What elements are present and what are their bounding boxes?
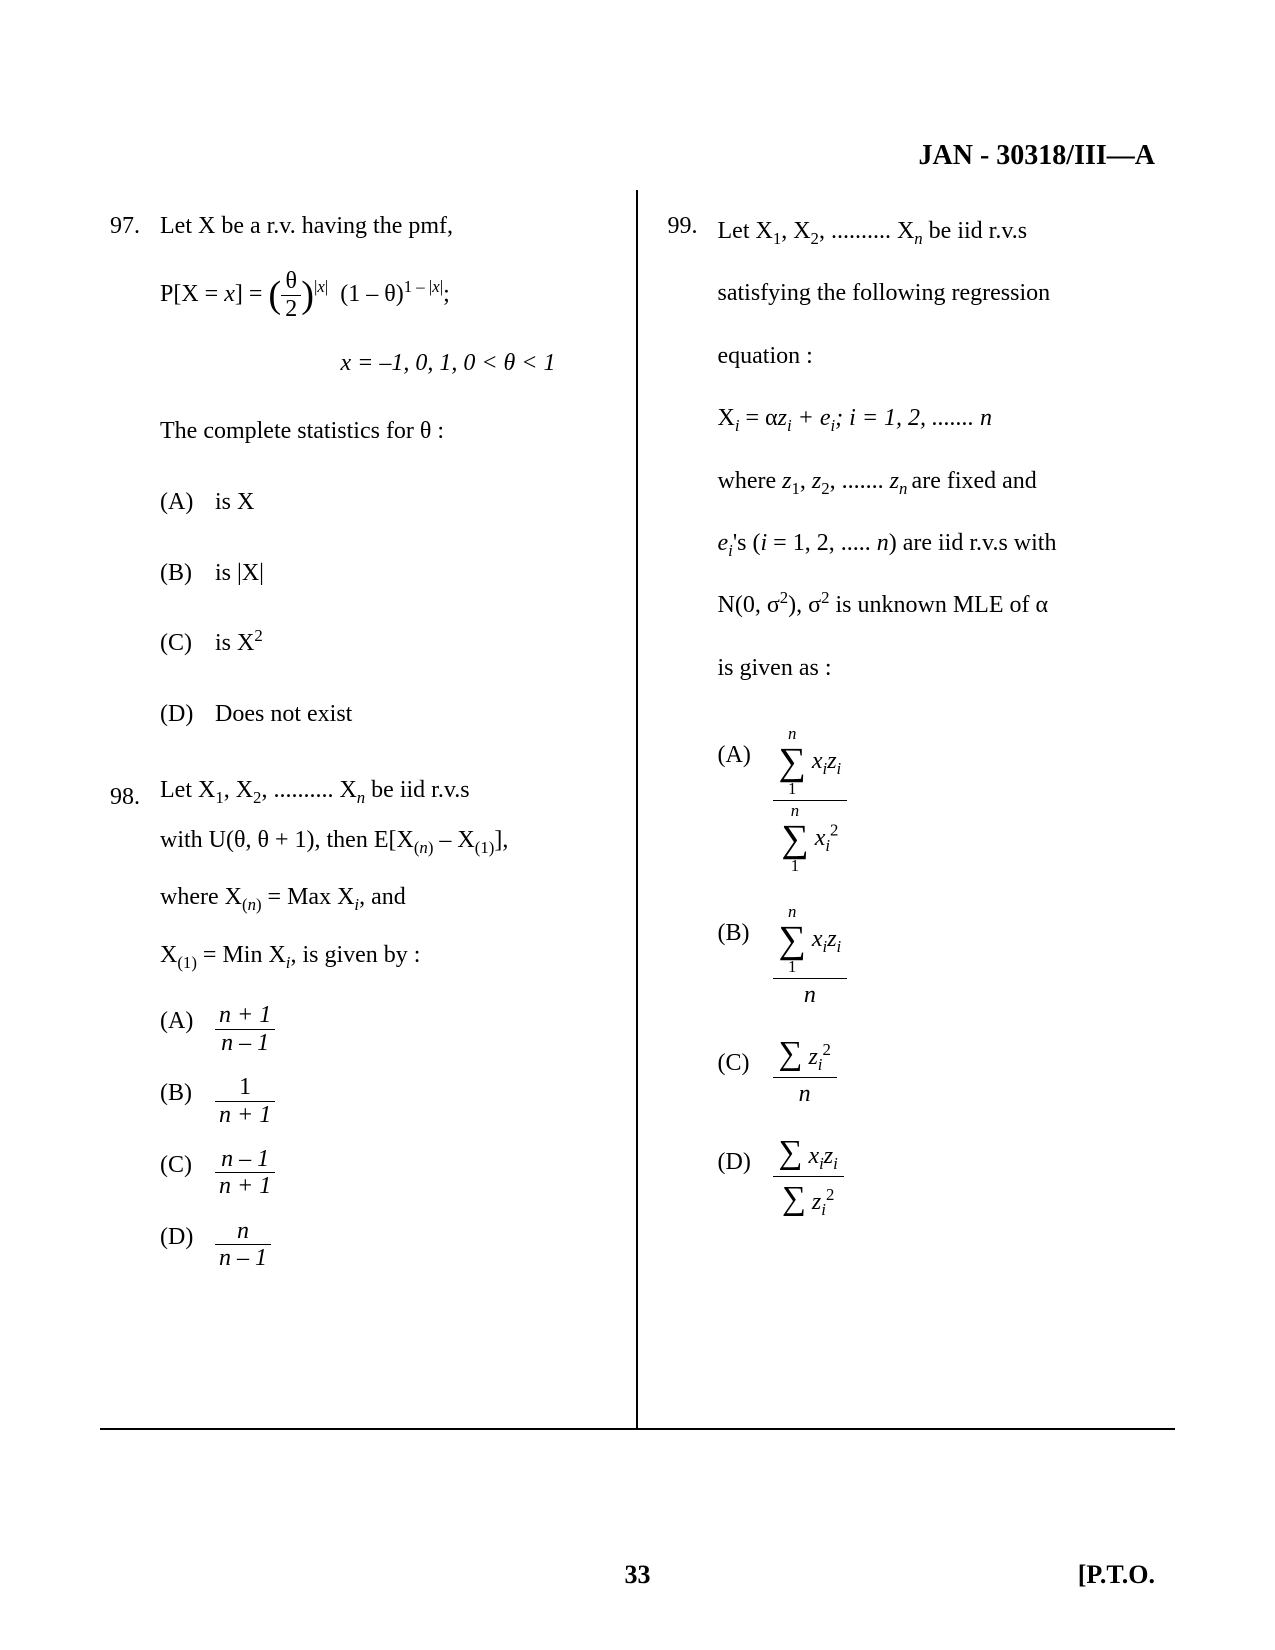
stem-line: N(0, σ2), σ2 is unknown MLE of α xyxy=(718,574,1156,636)
option-text: n – 1n + 1 xyxy=(215,1146,606,1200)
question-97: 97. Let X be a r.v. having the pmf, P[X … xyxy=(110,200,606,741)
page-footer: 33 [P.T.O. xyxy=(0,1560,1275,1590)
option-formula: ∑ zi2 n xyxy=(773,1032,1156,1111)
question-number: 98. xyxy=(110,771,160,1272)
option-text: n + 1n – 1 xyxy=(215,1002,606,1056)
option-text: is X2 xyxy=(215,617,606,670)
option-label: (B) xyxy=(718,902,773,1012)
option-d: (D) ∑ xizi ∑ zi2 xyxy=(718,1131,1156,1222)
option-formula: n∑1 xizi n∑1 xi2 xyxy=(773,724,1156,877)
question-number: 97. xyxy=(110,200,160,741)
content-area: 97. Let X be a r.v. having the pmf, P[X … xyxy=(100,190,1175,1430)
option-b: (B) n∑1 xizi n xyxy=(718,902,1156,1012)
pmf-eq: ] = xyxy=(235,281,269,307)
question-body: Let X1, X2, .......... Xn be iid r.v.s s… xyxy=(718,200,1156,1222)
option-label: (D) xyxy=(160,1218,215,1272)
stem-line: with U(θ, θ + 1), then E[X(n) – X(1)], xyxy=(160,812,606,870)
rparen-icon: ) xyxy=(301,274,314,316)
question-98: 98. Let X1, X2, .......... Xn be iid r.v… xyxy=(110,771,606,1272)
lparen-icon: ( xyxy=(268,274,281,316)
option-d: (D) Does not exist xyxy=(160,688,606,741)
pmf-x: x xyxy=(224,281,235,307)
question-body: Let X1, X2, .......... Xn be iid r.v.s w… xyxy=(160,771,606,1272)
question-number: 99. xyxy=(668,200,718,1222)
option-formula: ∑ xizi ∑ zi2 xyxy=(773,1131,1156,1222)
option-a: (A) is X xyxy=(160,476,606,529)
option-b: (B) is |X| xyxy=(160,547,606,600)
exponent-2: 1 – |x| xyxy=(404,277,443,296)
stem-line: satisfying the following regression xyxy=(718,262,1156,324)
option-text: nn – 1 xyxy=(215,1218,606,1272)
option-a: (A) n + 1n – 1 xyxy=(160,1002,606,1056)
question-stem: Let X be a r.v. having the pmf, xyxy=(160,200,606,253)
option-formula: n∑1 xizi n xyxy=(773,902,1156,1012)
stem-line: Let X1, X2, .......... Xn be iid r.v.s xyxy=(160,771,606,812)
option-label: (A) xyxy=(160,1002,215,1056)
domain-text: x = –1, 0, 1, 0 < θ < 1 xyxy=(160,337,556,390)
option-label: (A) xyxy=(718,724,773,877)
option-c: (C) ∑ zi2 n xyxy=(718,1032,1156,1111)
theta-over-2: θ2 xyxy=(281,268,301,322)
option-text: 1n + 1 xyxy=(215,1074,606,1128)
stem-line: where z1, z2, ....... zn are fixed and xyxy=(718,450,1156,512)
question-body: Let X be a r.v. having the pmf, P[X = x]… xyxy=(160,200,606,741)
option-label: (B) xyxy=(160,1074,215,1128)
option-c: (C) is X2 xyxy=(160,617,606,670)
stem-line: equation : xyxy=(718,325,1156,387)
option-label: (B) xyxy=(160,547,215,600)
exam-header: JAN - 30318/III—A xyxy=(919,140,1155,172)
pto-text: [P.T.O. xyxy=(1078,1560,1155,1590)
option-label: (D) xyxy=(160,688,215,741)
stem-line: where X(n) = Max Xi, and xyxy=(160,869,606,927)
option-d: (D) nn – 1 xyxy=(160,1218,606,1272)
stem-line: is given as : xyxy=(718,637,1156,699)
stem-line: Let X1, X2, .......... Xn be iid r.v.s xyxy=(718,200,1156,262)
regression-eq: Xi = αzi + ei; i = 1, 2, ....... n xyxy=(718,387,1156,449)
pmf-lhs: P[X = xyxy=(160,281,224,307)
option-text: is X xyxy=(215,476,606,529)
option-label: (C) xyxy=(160,1146,215,1200)
question-stem2: The complete statistics for θ : xyxy=(160,405,606,458)
page-number: 33 xyxy=(625,1560,651,1590)
stem-line: ei's (i = 1, 2, ..... n) are iid r.v.s w… xyxy=(718,512,1156,574)
pmf-equation: P[X = x] = (θ2)|x| (1 – θ)1 – |x|; xyxy=(160,268,606,322)
stem-line: X(1) = Min Xi, is given by : xyxy=(160,927,606,985)
option-text: is |X| xyxy=(215,547,606,600)
option-b: (B) 1n + 1 xyxy=(160,1074,606,1128)
question-99: 99. Let X1, X2, .......... Xn be iid r.v… xyxy=(668,200,1156,1222)
option-label: (D) xyxy=(718,1131,773,1222)
option-label: (C) xyxy=(718,1032,773,1111)
option-c: (C) n – 1n + 1 xyxy=(160,1146,606,1200)
left-column: 97. Let X be a r.v. having the pmf, P[X … xyxy=(100,190,638,1428)
option-text: Does not exist xyxy=(215,688,606,741)
option-label: (A) xyxy=(160,476,215,529)
exponent-1: |x| xyxy=(314,277,328,296)
option-a: (A) n∑1 xizi n∑1 xi2 xyxy=(718,724,1156,877)
option-label: (C) xyxy=(160,617,215,670)
right-column: 99. Let X1, X2, .......... Xn be iid r.v… xyxy=(638,190,1176,1428)
